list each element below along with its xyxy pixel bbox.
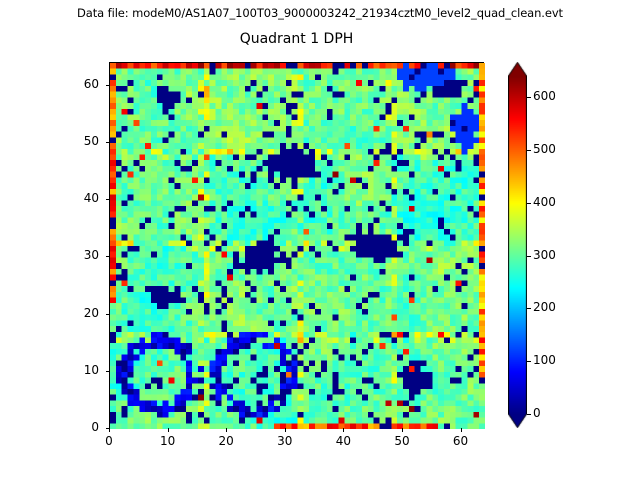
- colorbar-tick-mark: [527, 202, 531, 204]
- y-tick-mark: [105, 142, 109, 144]
- y-tick-label: 10: [83, 362, 99, 377]
- y-tick-mark: [105, 256, 109, 258]
- y-tick-label: 40: [83, 191, 99, 206]
- colorbar-tick-label: 200: [533, 300, 556, 315]
- y-tick-label: 60: [83, 76, 99, 91]
- colorbar-tick-mark: [527, 255, 531, 257]
- colorbar-tick-label: 400: [533, 194, 556, 209]
- dph-heatmap-image: [110, 63, 485, 429]
- colorbar-tick-mark: [527, 149, 531, 151]
- x-tick-label: 30: [277, 434, 293, 448]
- x-tick-label: 0: [105, 434, 113, 448]
- x-tick-label: 20: [218, 434, 234, 448]
- colorbar-tick-mark: [527, 97, 531, 99]
- y-tick-mark: [105, 370, 109, 372]
- x-tick-label: 60: [452, 434, 469, 448]
- plot-title: Quadrant 1 DPH: [239, 31, 354, 47]
- y-tick-label: 20: [83, 305, 99, 320]
- colorbar-tick-label: 600: [533, 89, 556, 104]
- x-tick-label: 50: [394, 434, 410, 448]
- x-tick-mark: [167, 428, 169, 432]
- x-tick-mark: [343, 428, 345, 432]
- y-tick-mark: [105, 313, 109, 315]
- y-tick-label: 0: [91, 420, 99, 434]
- colorbar-tick-label: 0: [533, 406, 541, 420]
- data-file-suptitle: Data file: modeM0/AS1A07_100T03_90000032…: [77, 6, 563, 20]
- colorbar-tick-mark: [527, 414, 531, 415]
- colorbar-tick-label: 500: [533, 141, 556, 156]
- x-tick-label: 10: [159, 434, 176, 448]
- x-tick-label: 40: [335, 434, 352, 448]
- x-tick-mark: [401, 428, 403, 432]
- y-tick-label: 50: [83, 134, 99, 149]
- heatmap-axes: [109, 62, 485, 429]
- colorbar-gradient: [508, 62, 527, 428]
- colorbar-tick-label: 100: [533, 353, 556, 368]
- y-tick-mark: [105, 428, 109, 429]
- x-tick-mark: [460, 428, 462, 432]
- y-tick-mark: [105, 84, 109, 86]
- colorbar-tick-mark: [527, 308, 531, 310]
- y-tick-mark: [105, 199, 109, 201]
- colorbar-tick-mark: [527, 361, 531, 363]
- x-tick-mark: [226, 428, 228, 432]
- colorbar: [508, 62, 527, 428]
- y-tick-label: 30: [83, 248, 99, 263]
- x-tick-mark: [284, 428, 286, 432]
- x-tick-mark: [109, 428, 110, 432]
- colorbar-tick-label: 300: [533, 247, 556, 262]
